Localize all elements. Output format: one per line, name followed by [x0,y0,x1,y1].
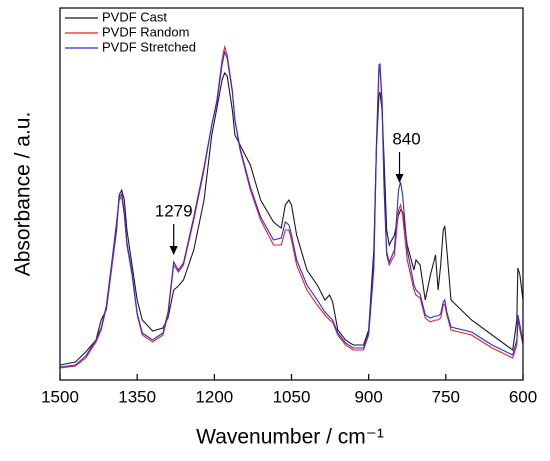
annotation-label: 1279 [155,201,193,220]
x-tick-label: 1350 [118,387,156,406]
annotation-arrowhead [169,246,178,255]
legend-label: PVDF Random [102,24,189,39]
x-tick-label: 900 [354,387,382,406]
series-line [59,71,524,366]
x-tick-label: 1200 [195,387,233,406]
annotation-arrowhead [395,174,404,183]
series-line [59,50,524,368]
y-axis-label: Absorbance / a.u. [12,112,35,277]
x-tick-label: 600 [509,387,537,406]
x-axis-label: Wavenumber / cm⁻¹ [196,426,384,449]
annotation-label: 840 [392,129,420,148]
x-tick-label: 1500 [41,387,79,406]
plot-frame [59,7,524,381]
x-tick-label: 750 [432,387,460,406]
x-tick-label: 1050 [273,387,311,406]
legend-label: PVDF Cast [102,9,167,24]
legend-label: PVDF Stretched [102,39,196,54]
